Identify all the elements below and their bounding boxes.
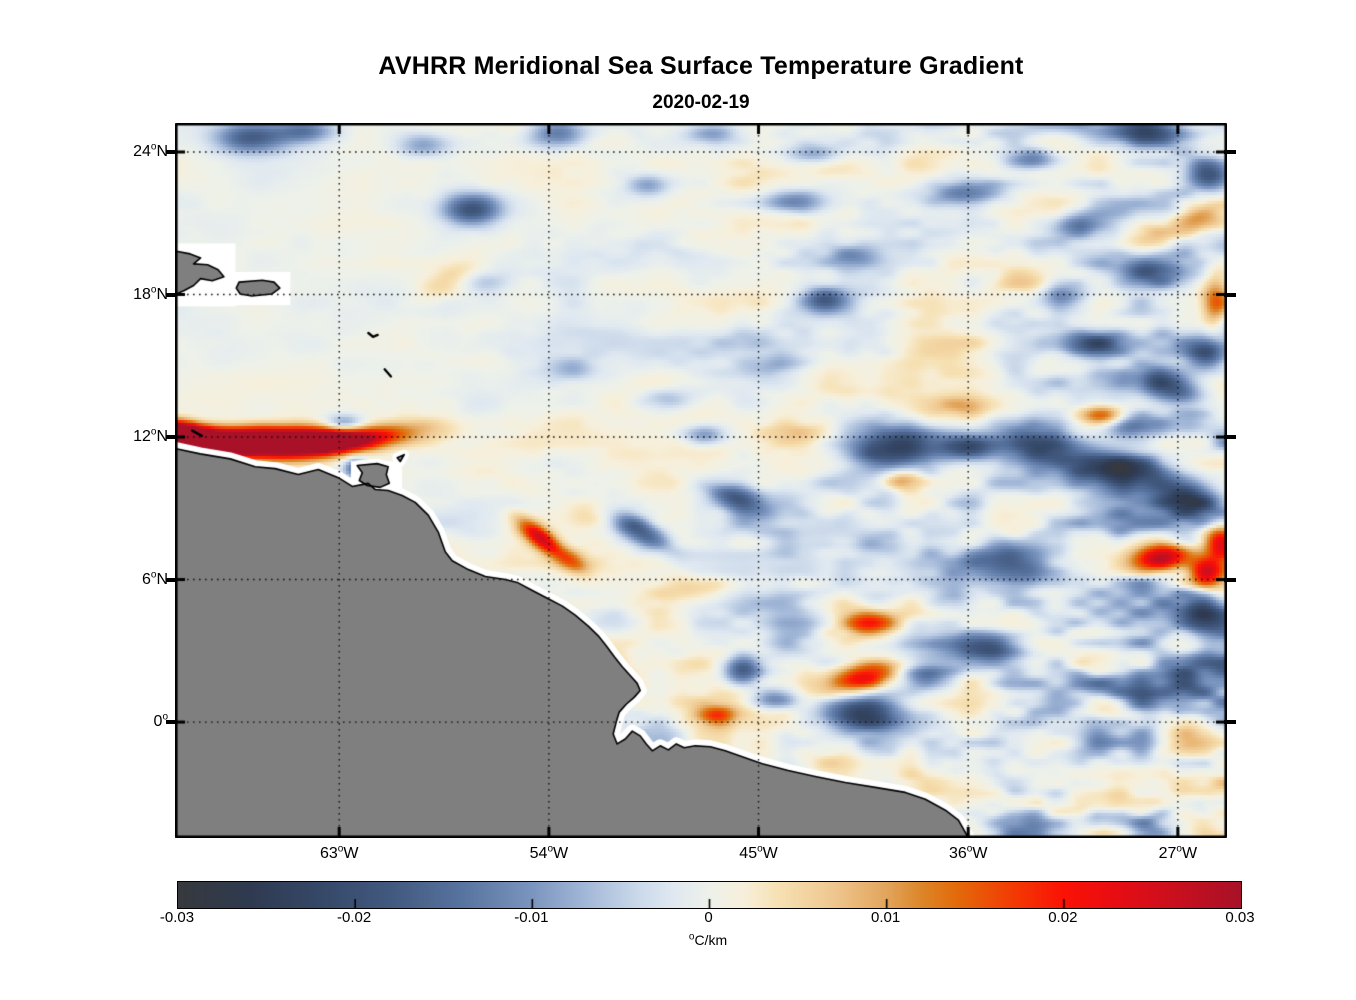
- tick-number: 54: [529, 845, 548, 862]
- y-axis-tick-mark: [166, 149, 176, 154]
- x-axis-tick-label: 27oW: [1133, 843, 1223, 863]
- tick-number: 12: [133, 428, 151, 446]
- tick-direction: N: [156, 142, 168, 160]
- degree-superscript: o: [150, 141, 157, 153]
- y-axis-tick-label: 6oN: [88, 569, 168, 591]
- degree-superscript: o: [966, 843, 973, 855]
- tick-direction: N: [156, 428, 168, 446]
- tick-direction: W: [343, 845, 359, 862]
- colorbar-units-label: oC/km: [648, 932, 768, 948]
- colorbar-tick-label: 0.02: [1048, 909, 1078, 926]
- y-axis-tick-mark-right: [1224, 720, 1236, 725]
- y-axis-tick-label: 0o: [88, 711, 168, 733]
- tick-direction: W: [972, 845, 988, 862]
- degree-superscript: o: [150, 284, 157, 296]
- y-axis-tick-mark: [166, 720, 176, 725]
- colorbar-tick-label: 0: [704, 909, 713, 926]
- y-axis-tick-mark: [166, 435, 176, 440]
- degree-superscript: o: [1176, 843, 1182, 855]
- degree-superscript: o: [162, 711, 168, 723]
- tick-direction: W: [762, 845, 778, 862]
- y-axis-tick-label: 24oN: [88, 141, 168, 163]
- degree-superscript: o: [150, 426, 157, 438]
- y-axis-tick-label: 18oN: [88, 284, 168, 306]
- x-axis-tick-label: 63oW: [294, 843, 384, 863]
- chart-title: AVHRR Meridional Sea Surface Temperature…: [378, 52, 1024, 80]
- tick-number: 24: [133, 142, 151, 160]
- tick-direction: N: [156, 285, 168, 303]
- chart-subtitle: 2020-02-19: [652, 92, 750, 113]
- y-axis-tick-mark-right: [1224, 149, 1236, 154]
- degree-superscript: o: [337, 843, 344, 855]
- tick-number: 18: [133, 285, 151, 303]
- tick-number: 63: [319, 845, 338, 862]
- x-axis-tick-label: 36oW: [923, 843, 1013, 863]
- tick-number: 45: [739, 845, 758, 862]
- y-axis-tick-mark: [166, 577, 176, 582]
- units-text: C/km: [694, 932, 728, 948]
- x-axis-tick-label: 54oW: [504, 843, 594, 863]
- tick-direction: W: [553, 845, 569, 862]
- degree-superscript: o: [547, 843, 553, 855]
- degree-superscript: o: [150, 569, 157, 581]
- tick-number: 0: [153, 713, 163, 731]
- tick-number: 6: [141, 570, 151, 588]
- y-axis-tick-mark: [166, 292, 176, 297]
- colorbar-tick-label: -0.03: [159, 909, 195, 926]
- colorbar-tick-label: 0.03: [1225, 909, 1255, 926]
- y-axis-tick-mark-right: [1224, 435, 1236, 440]
- map-plot-canvas: [175, 123, 1227, 838]
- tick-number: 27: [1158, 845, 1177, 862]
- colorbar-tick-label: 0.01: [871, 909, 901, 926]
- tick-number: 36: [948, 845, 967, 862]
- y-axis-tick-mark-right: [1224, 292, 1236, 297]
- tick-direction: W: [1181, 845, 1198, 862]
- colorbar: [177, 881, 1242, 909]
- tick-direction: N: [156, 570, 168, 588]
- y-axis-tick-label: 12oN: [88, 426, 168, 448]
- degree-superscript: o: [757, 843, 763, 855]
- degree-superscript: o: [688, 931, 695, 943]
- x-axis-tick-label: 45oW: [714, 843, 804, 863]
- y-axis-tick-mark-right: [1224, 577, 1236, 582]
- colorbar-tick-label: -0.01: [514, 909, 549, 926]
- colorbar-tick-label: -0.02: [337, 909, 372, 926]
